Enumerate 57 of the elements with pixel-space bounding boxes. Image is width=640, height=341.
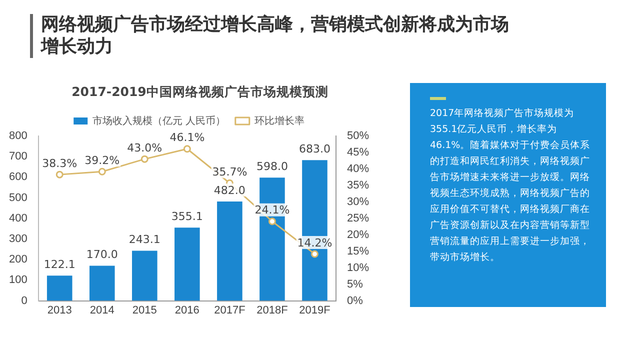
legend-label: 环比增长率 [254,114,304,127]
y-tick-label: 600 [8,171,28,184]
y-tick-label: 100 [8,274,28,286]
point [268,218,276,226]
y2-tick-label: 45% [346,146,370,159]
data-label: 43.0% [127,141,162,154]
y2-tick-label: 50% [346,130,370,142]
x-tick-label: 2015 [132,304,157,316]
y2-tick-label: 10% [346,262,370,274]
y-tick-label: 300 [8,233,28,246]
chart-title: 网络视频广告市场经过增长高峰，营销模式创新将成为市场增长动力 [30,14,511,58]
point [310,250,318,258]
y-tick-label: 500 [8,192,28,204]
chart-subtitle: 2017-2019中国网络视频广告市场规模预测 [70,84,330,101]
data-label: 24.1% [254,204,290,217]
data-label: 122.1 [44,258,76,272]
y2-tick-label: 35% [346,179,370,192]
data-label: 482.0 [214,184,246,197]
data-label: 39.2% [84,154,120,167]
x-tick-label: 2014 [90,304,114,316]
y2-tick-label: 40% [346,162,370,175]
point [56,170,64,178]
point [140,155,148,163]
y-tick-label: 700 [8,150,28,163]
point [98,168,106,176]
y2-tick-label: 5% [346,278,364,290]
data-label: 14.2% [297,236,332,250]
legend-label: 市场收入规模（亿元 人民币） [92,114,226,127]
y-tick-label: 0 [21,294,28,307]
y-tick-label: 400 [8,212,28,224]
y2-tick-label: 0% [346,294,364,307]
y2-tick-label: 20% [346,228,370,241]
data-label: 598.0 [256,160,288,173]
x-tick-label: 2018F [256,304,288,316]
x-tick-label: 2013 [47,304,72,316]
y2-tick-label: 30% [346,196,370,208]
x-tick-label: 2019F [299,304,331,316]
y2-tick-label: 25% [346,212,370,224]
bar [217,202,242,301]
bar [46,276,72,301]
data-label: 46.1% [170,131,205,144]
y2-tick-label: 15% [346,245,370,258]
data-label: 38.3% [42,156,78,170]
bar [132,250,158,301]
y-tick-label: 200 [8,254,28,266]
bar [174,228,200,301]
data-label: 243.1 [128,233,160,246]
y-tick-label: 800 [8,130,28,142]
point [183,145,191,153]
x-tick-label: 2016 [174,304,200,316]
data-label: 170.0 [86,248,118,262]
data-label: 683.0 [298,142,330,156]
x-tick-label: 2017F [214,304,246,316]
text: 2017年网络视频广告市场规模为355.1亿元人民币，增长率为46.1%。随着媒体对于付费会员体系的打造和网民红利消失，网络视频广告市场增速未来将进一步放缓。网络视频生态环境成熟，网络视频广告的应用价值不可替代，网络视频厂商在广告资源创新以及在内容营销等新型营销流量的应用上需要进一步加强，带动市场增长。 [430,108,590,263]
bar [89,266,115,301]
data-label: 35.7% [212,165,248,178]
data-label: 355.1 [171,210,203,224]
